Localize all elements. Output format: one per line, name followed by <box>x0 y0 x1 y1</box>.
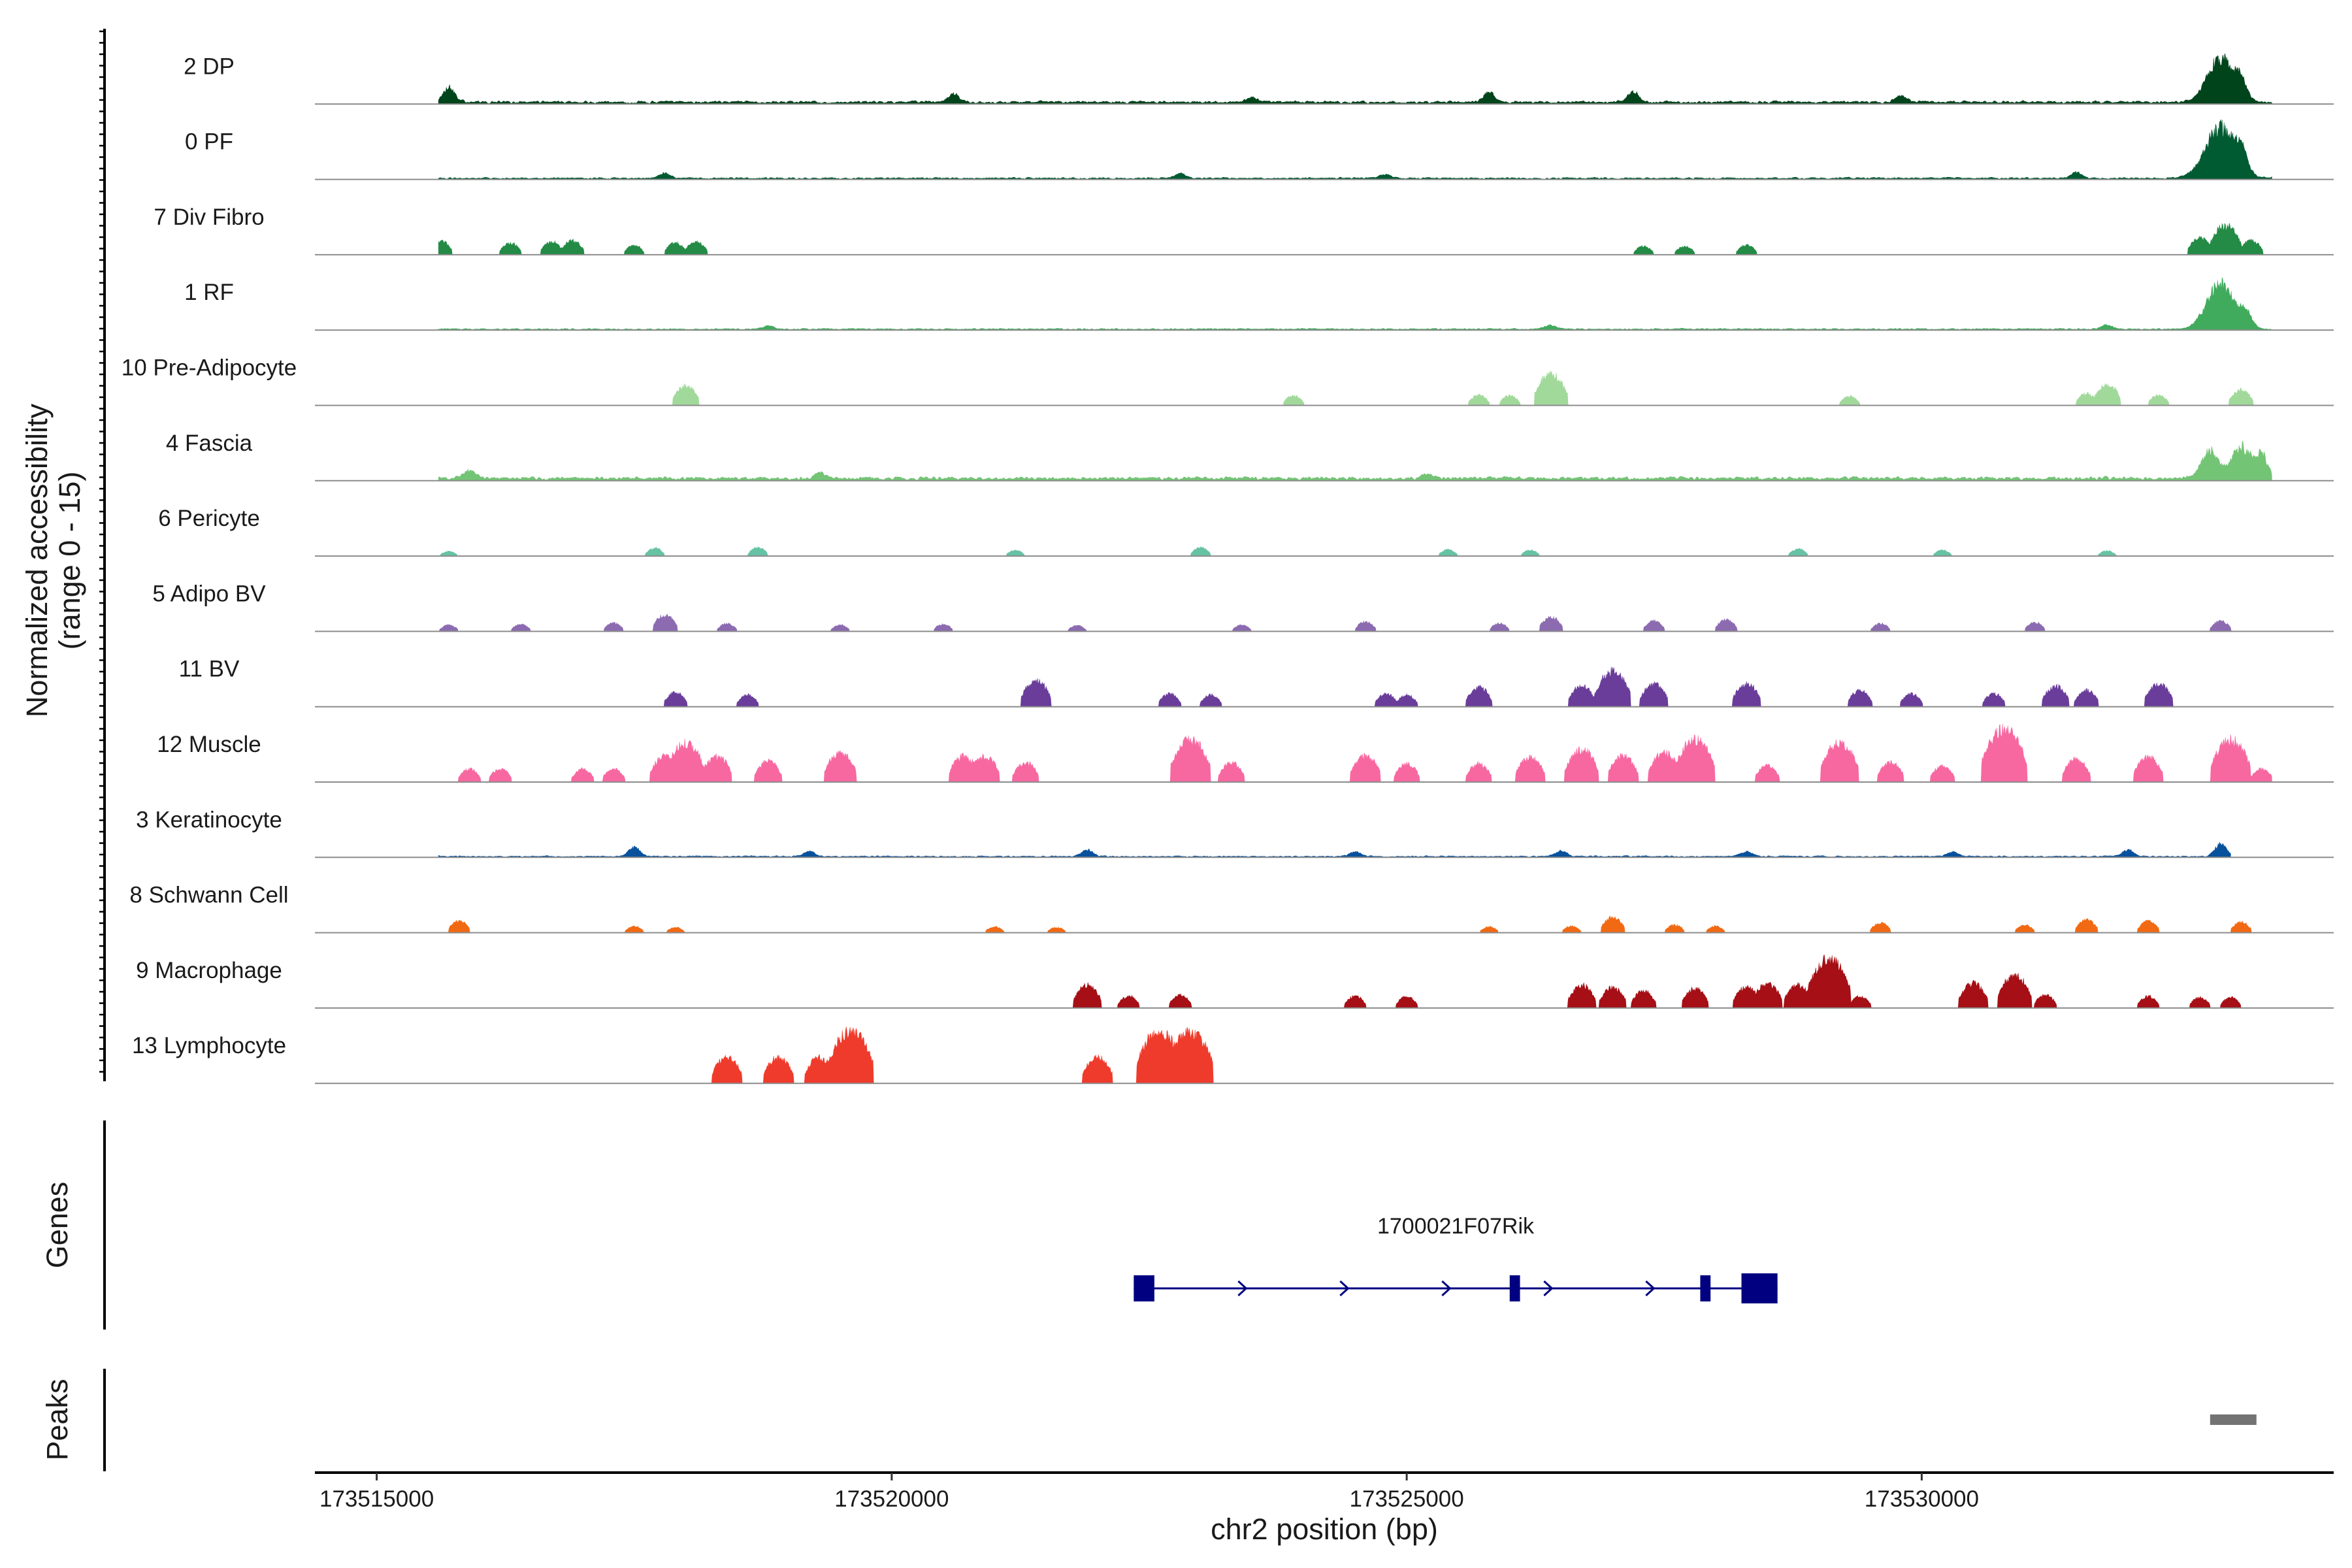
strand-arrow <box>1645 1280 1656 1297</box>
peaks-panel-label: Peaks <box>41 1379 74 1460</box>
x-tick-label: 173515000 <box>319 1486 434 1512</box>
coverage-area <box>438 841 2231 858</box>
coverage-area <box>438 119 2272 180</box>
coverage-area <box>438 53 2272 105</box>
track-6: 4 Fascia <box>166 431 2334 482</box>
track-8: 5 Adipo BV <box>152 581 2334 632</box>
x-axis-title: chr2 position (bp) <box>1211 1512 1438 1546</box>
track-label: 10 Pre-Adipocyte <box>122 355 297 381</box>
coverage-area <box>438 723 2272 783</box>
track-13: 9 Macrophage <box>136 954 2334 1009</box>
gene-exon <box>1134 1275 1154 1301</box>
track-2: 0 PF <box>185 119 2334 180</box>
genes-panel-label: Genes <box>41 1182 74 1269</box>
coverage-area <box>438 915 2272 933</box>
strand-arrow <box>1441 1280 1452 1297</box>
x-tick-label: 173520000 <box>834 1486 949 1512</box>
coverage-area <box>438 440 2272 482</box>
track-10: 12 Muscle <box>157 723 2334 783</box>
track-1: 2 DP <box>184 53 2334 105</box>
track-12: 8 Schwann Cell <box>129 883 2334 934</box>
track-9: 11 BV <box>179 657 2334 708</box>
strand-arrow <box>1543 1280 1554 1297</box>
coverage-area <box>438 277 2272 331</box>
track-label: 11 BV <box>179 657 240 682</box>
track-5: 10 Pre-Adipocyte <box>122 355 2334 406</box>
peaks-panel: Peaks <box>41 1369 2257 1471</box>
track-label: 5 Adipo BV <box>152 581 266 606</box>
track-label: 9 Macrophage <box>136 958 282 983</box>
track-label: 1 RF <box>184 280 234 305</box>
track-4: 1 RF <box>184 277 2334 331</box>
track-label: 7 Div Fibro <box>154 204 264 230</box>
x-tick-label: 173525000 <box>1350 1486 1464 1512</box>
coverage-area <box>438 613 2272 632</box>
track-label: 13 Lymphocyte <box>132 1033 286 1058</box>
coverage-tracks: 2 DP 0 PF 7 Div Fibro 1 RF 10 Pre-Adipocyte 4… <box>122 53 2334 1085</box>
coverage-area <box>438 954 2272 1009</box>
track-7: 6 Pericyte <box>158 506 2334 557</box>
y-axis-tick-marks <box>99 29 106 1081</box>
genes-panel: Genes 1700021F07Rik <box>41 1120 1778 1330</box>
coverage-area <box>438 370 2272 406</box>
x-axis: 173515000 173520000 173525000 173530000 chr… <box>315 1471 2334 1546</box>
coverage-area <box>438 1026 2272 1084</box>
gene-name-label: 1700021F07Rik <box>1377 1214 1535 1239</box>
track-label: 3 Keratinocyte <box>136 807 282 832</box>
peak-regions <box>2210 1414 2257 1425</box>
track-14: 13 Lymphocyte <box>132 1026 2334 1085</box>
coverage-area <box>438 666 2272 707</box>
track-11: 3 Keratinocyte <box>136 807 2334 858</box>
strand-arrow <box>1339 1280 1350 1297</box>
gene-exon <box>1741 1273 1778 1303</box>
coverage-area <box>438 223 2272 255</box>
x-tick-label: 173530000 <box>1865 1486 1979 1512</box>
track-label: 0 PF <box>185 129 233 155</box>
track-3: 7 Div Fibro <box>154 204 2334 255</box>
peak-region-bar <box>2210 1414 2257 1425</box>
y-axis-title: Normalized accessibility <box>20 403 54 717</box>
gene-model <box>1134 1273 1778 1303</box>
track-label: 8 Schwann Cell <box>129 883 288 908</box>
coverage-area <box>438 546 2272 557</box>
track-label: 12 Muscle <box>157 732 261 757</box>
gene-exon <box>1509 1275 1520 1301</box>
x-axis-ticks: 173515000 173520000 173525000 173530000 <box>319 1473 1979 1512</box>
track-label: 4 Fascia <box>166 431 253 456</box>
y-axis-subtitle: (range 0 - 15) <box>53 472 86 650</box>
track-label: 2 DP <box>184 54 235 79</box>
strand-arrow <box>1237 1280 1248 1297</box>
gene-exon <box>1700 1275 1711 1301</box>
track-label: 6 Pericyte <box>158 506 260 531</box>
